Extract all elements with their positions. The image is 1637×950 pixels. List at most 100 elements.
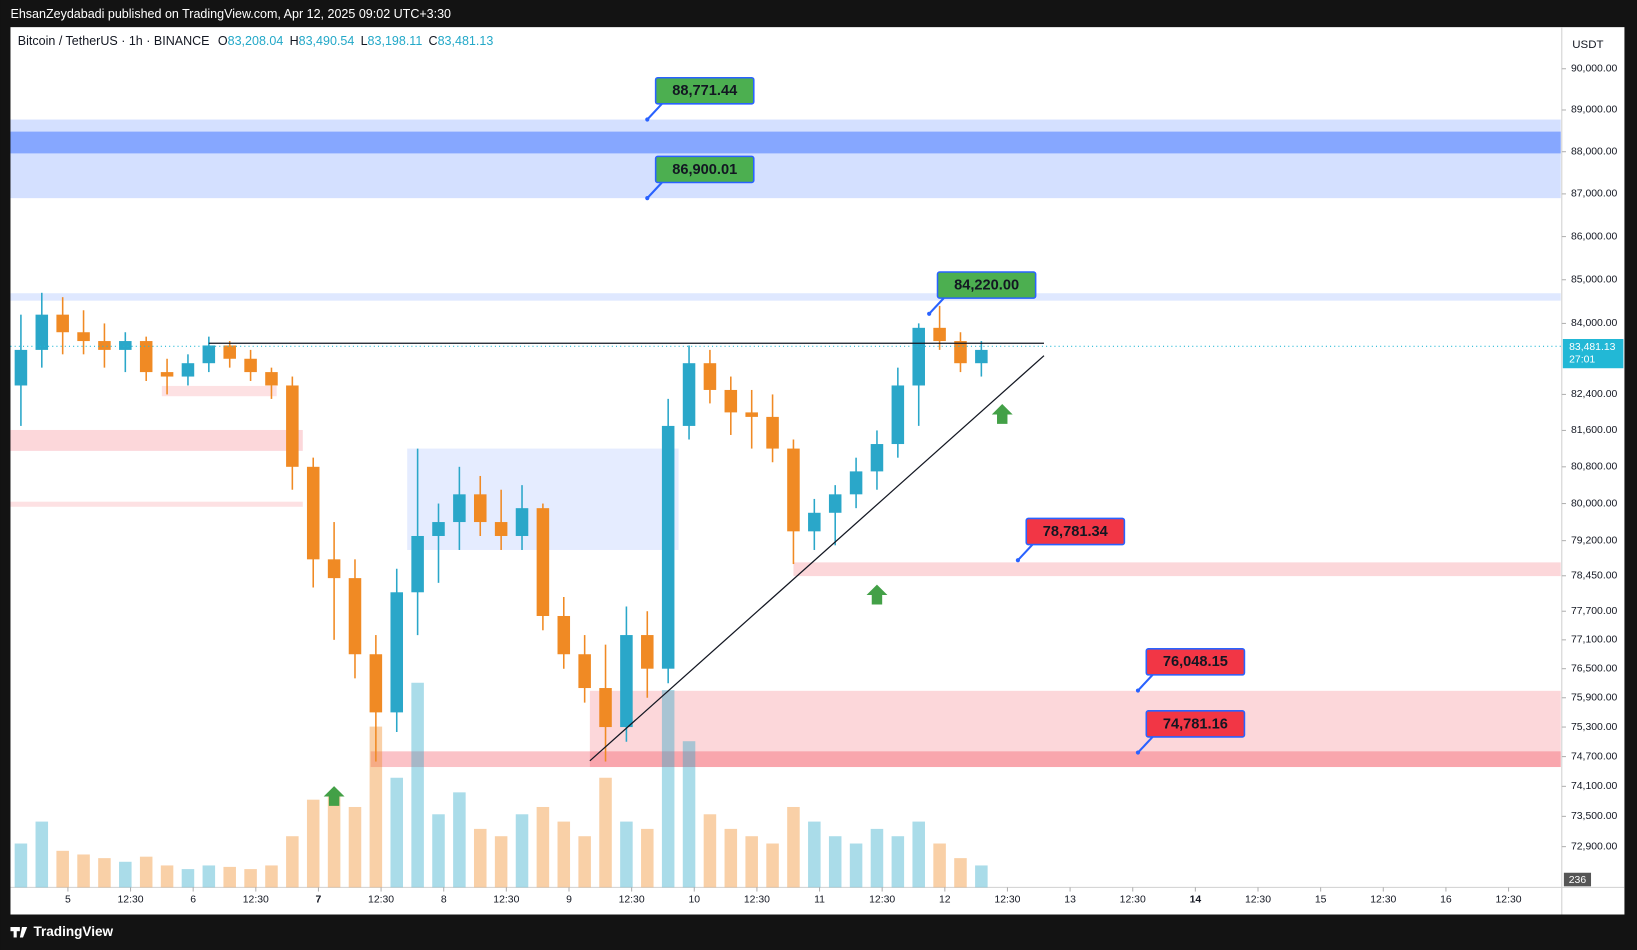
zone <box>589 690 1561 768</box>
level-label: 86,900.01 <box>672 162 737 178</box>
y-tick-label: 72,900.00 <box>1571 841 1618 852</box>
candle-body <box>453 494 466 523</box>
level-box <box>654 76 755 105</box>
volume-bar <box>870 828 884 888</box>
candle-body <box>975 349 988 364</box>
x-tick-label: 12:30 <box>744 895 770 906</box>
volume-bar <box>661 690 675 888</box>
volume-bar <box>14 843 28 888</box>
volume-bar <box>306 799 320 888</box>
candle-body <box>244 358 257 373</box>
x-tick-label: 16 <box>1440 895 1452 906</box>
volume-bar <box>641 828 654 888</box>
candle-body <box>891 385 905 445</box>
y-tick-label: 88,000.00 <box>1571 146 1618 157</box>
x-tick-label: 12:30 <box>1370 895 1396 906</box>
symbol: Bitcoin / TetherUS · 1h · BINANCE <box>18 34 210 48</box>
y-tick-label: 86,000.00 <box>1571 231 1618 242</box>
candle-body <box>348 578 362 655</box>
volume-bar <box>119 861 132 888</box>
zone <box>10 501 303 507</box>
y-tick-label: 84,000.00 <box>1571 318 1618 329</box>
candle-body <box>536 508 550 616</box>
volume-bar <box>724 828 738 888</box>
x-tick-label: 12:30 <box>368 895 394 906</box>
y-tick-label: 80,000.00 <box>1571 498 1618 509</box>
candle-body <box>265 372 278 386</box>
up-arrow <box>991 404 1013 424</box>
level-labels: 88,771.44 86,900.01 84,220.00 78,781.34 76,0… <box>645 76 1246 755</box>
level-label: 74,781.16 <box>1163 716 1228 732</box>
candle-body <box>390 592 404 713</box>
x-tick-label: 5 <box>65 895 71 906</box>
level-label: 88,771.44 <box>672 83 738 99</box>
candle-body <box>578 654 591 689</box>
volume-bar <box>557 821 571 888</box>
candle-body <box>808 512 821 532</box>
candle-body <box>933 327 946 342</box>
drawings <box>10 342 1562 762</box>
candle-body <box>724 389 738 413</box>
y-tick-label: 77,700.00 <box>1571 606 1618 617</box>
x-tick-label: 12:30 <box>1496 895 1522 906</box>
axes: 90,000.00 89,000.00 88,000.00 87,000.00 86,0… <box>65 63 1624 906</box>
candle-body <box>745 412 758 417</box>
ohlc-value: 83,198.11 <box>368 34 423 48</box>
volume-bar <box>77 854 90 888</box>
candle-body <box>641 635 654 669</box>
ohlc-value: 83,481.13 <box>438 34 494 48</box>
candle-body <box>411 535 424 593</box>
currency: USDT <box>1572 39 1603 51</box>
volume-bar <box>515 814 529 888</box>
volume-bar <box>160 865 174 888</box>
level-label: 76,048.15 <box>1163 654 1228 670</box>
volume-bar <box>745 836 758 888</box>
volume-bar <box>599 777 612 888</box>
level-box <box>1145 648 1246 676</box>
volume-bar <box>891 836 905 888</box>
level-label: 78,781.34 <box>1043 524 1109 540</box>
level-label: 84,220.00 <box>954 277 1019 293</box>
candle-body <box>139 341 153 373</box>
volume-bar <box>35 821 49 888</box>
candle-body <box>432 522 445 536</box>
x-tick-label: 15 <box>1315 895 1327 906</box>
candle-body <box>14 349 28 386</box>
volume-bar <box>933 843 946 888</box>
callout-point <box>1135 750 1141 755</box>
zone <box>10 429 303 451</box>
x-tick-label: 8 <box>441 895 447 906</box>
y-tick-label: 80,800.00 <box>1571 462 1618 473</box>
x-tick-label: 14 <box>1190 895 1202 906</box>
footer-brand: TradingView <box>33 924 113 939</box>
volume-bar <box>139 856 153 888</box>
ohlc-value: 83,490.54 <box>299 34 355 48</box>
callout-point <box>645 196 650 201</box>
y-tick-label: 79,200.00 <box>1571 535 1618 546</box>
x-tick-label: 12:30 <box>493 895 519 906</box>
candle-body <box>515 508 529 536</box>
footer-logo <box>10 927 28 938</box>
candle-body <box>494 522 508 536</box>
x-tick-label: 12:30 <box>1120 895 1146 906</box>
volume-bar <box>473 828 487 888</box>
y-tick-label: 76,500.00 <box>1571 663 1618 674</box>
candle-body <box>286 385 299 467</box>
candle-body <box>98 341 111 350</box>
zone <box>370 751 1561 768</box>
candle-body <box>870 444 884 472</box>
candle-body <box>599 688 612 728</box>
zone <box>161 385 277 397</box>
zones <box>10 119 1561 768</box>
publisher: EhsanZeydabadi published on TradingView.… <box>10 7 451 21</box>
volume-bar <box>828 836 842 888</box>
candle-body <box>119 341 132 350</box>
ohlc-key: O <box>218 34 228 48</box>
candle-body <box>306 466 320 560</box>
volume-bar <box>849 843 863 888</box>
y-tick-label: 85,000.00 <box>1571 274 1618 285</box>
x-tick-label: 12:30 <box>869 895 895 906</box>
callout-point <box>927 311 932 316</box>
y-tick-label: 77,100.00 <box>1571 635 1618 646</box>
